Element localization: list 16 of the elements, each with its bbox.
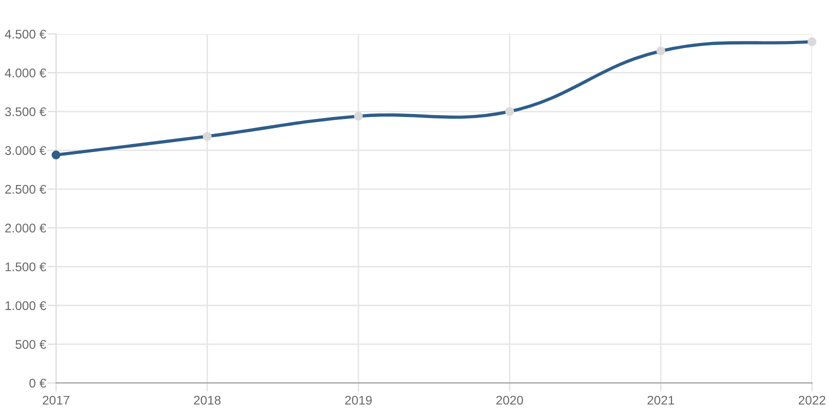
y-tick-label: 500 € — [16, 340, 46, 349]
y-tick-label: 1.000 € — [6, 301, 46, 310]
y-tick-label: 3.500 € — [5, 107, 46, 116]
x-tick-label: 2017 — [42, 396, 70, 405]
y-tick-label: 3.000 € — [5, 146, 46, 155]
x-tick-label: 2020 — [496, 396, 524, 405]
y-tick-label: 1.500 € — [6, 262, 46, 272]
x-tick-label: 2018 — [194, 396, 221, 405]
x-tick-label: 2022 — [798, 396, 826, 405]
y-tick-label: 4.500 € — [4, 30, 46, 39]
y-tick-label: 0 € — [29, 378, 46, 388]
x-tick-label: 2019 — [345, 396, 372, 405]
y-tick-label: 2.500 € — [5, 184, 46, 194]
y-tick-label: 4.000 € — [4, 68, 46, 78]
x-tick-label: 2021 — [648, 396, 674, 405]
y-tick-label: 2.000 € — [5, 224, 46, 233]
